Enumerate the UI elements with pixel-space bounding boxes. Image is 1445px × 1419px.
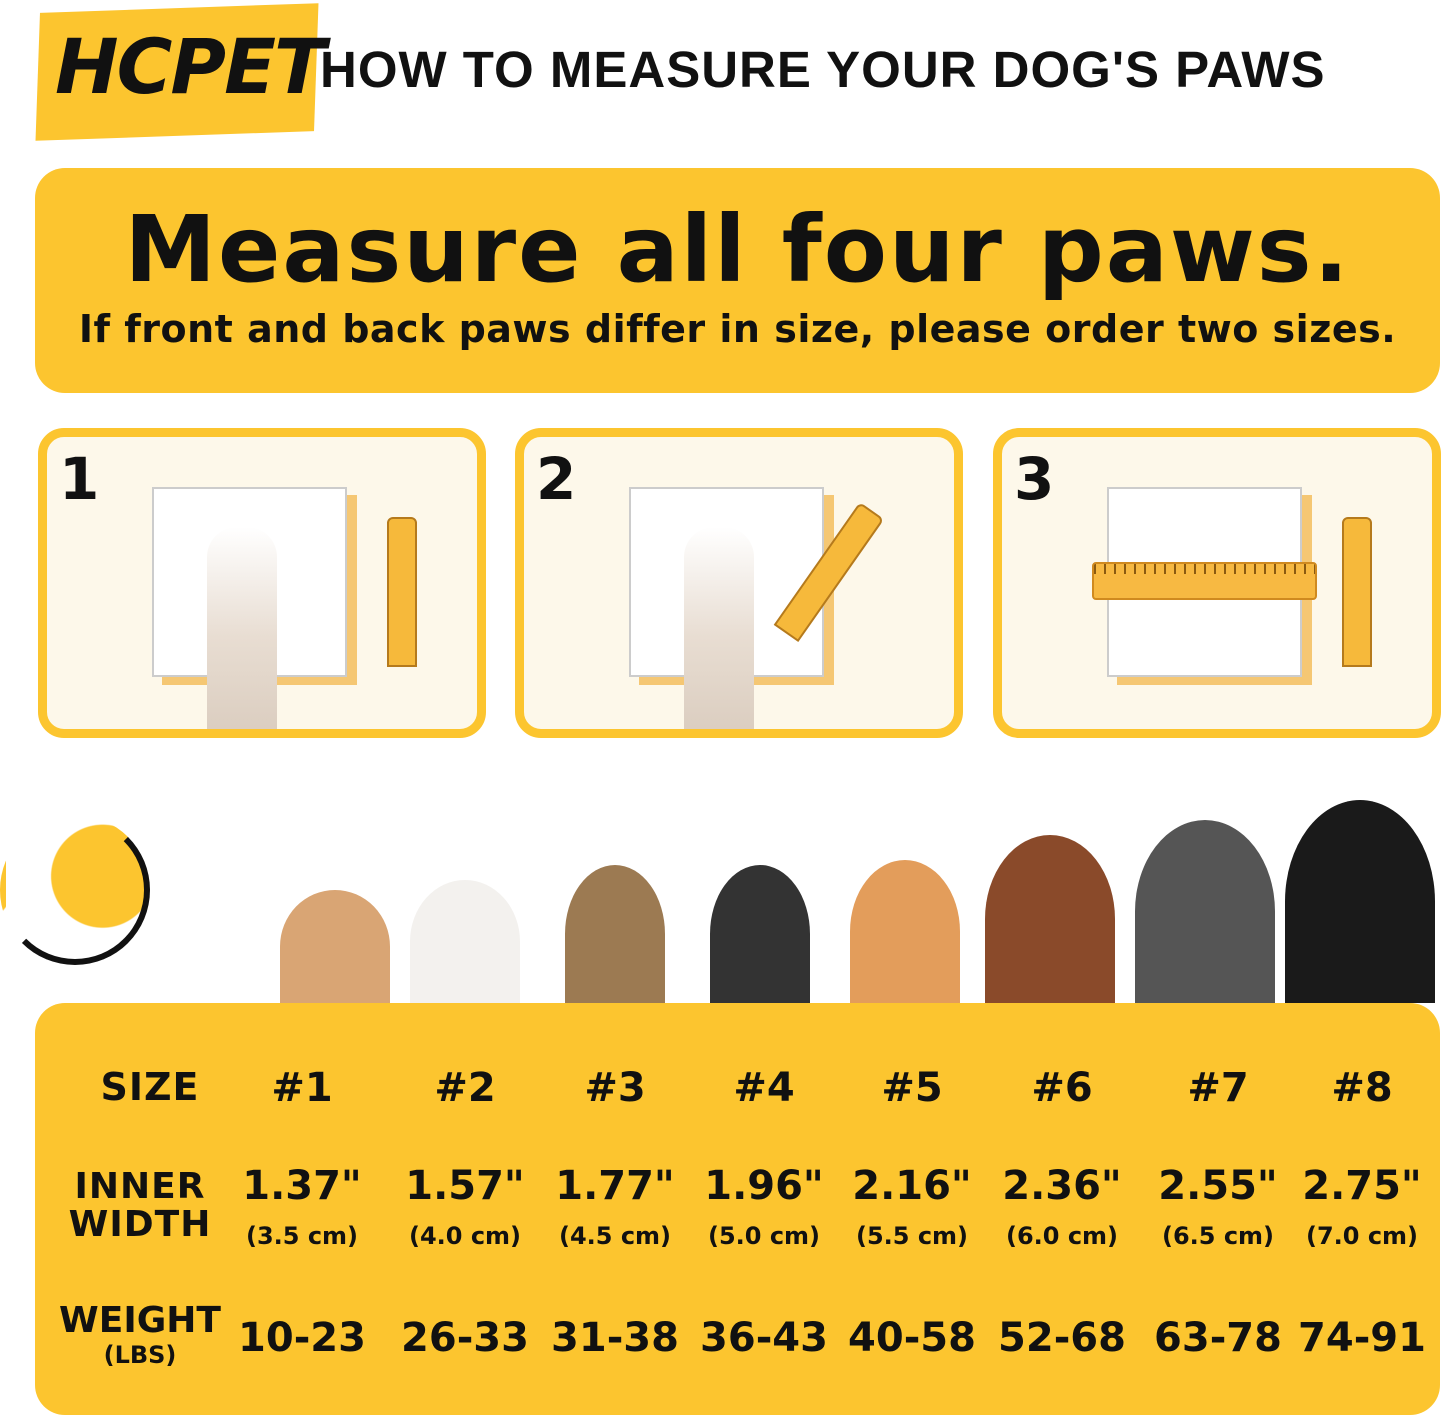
weight-range: 40-58 [848,1315,976,1361]
row-label-size: SIZE [100,1065,200,1109]
dog-chihuahua [280,890,390,1003]
weight-range: 26-33 [401,1315,529,1361]
dog-husky [1135,820,1275,1003]
paw-illustration [207,527,277,729]
step-number: 1 [59,445,100,513]
inner-width-cm: (6.5 cm) [1161,1222,1275,1250]
dog-shiba [850,860,960,1003]
inner-width-inches: 2.16" [852,1163,972,1209]
step-panel-2: 2 [515,428,963,738]
size-label: #8 [1331,1065,1393,1111]
ruler-icon [1092,562,1317,600]
banner-headline: Measure all four paws. [124,196,1351,303]
brand-logo: HCPET [55,22,326,111]
page-title: HOW TO MEASURE YOUR DOG'S PAWS [320,41,1326,98]
inner-width-inches: 2.36" [1002,1163,1122,1209]
step-number: 2 [536,445,577,513]
size-label: #6 [1031,1065,1093,1111]
banner-subtext: If front and back paws differ in size, p… [78,307,1397,351]
inner-width-inches: 1.57" [405,1163,525,1209]
instruction-banner: Measure all four paws. If front and back… [35,168,1440,393]
inner-width-cm: (7.0 cm) [1305,1222,1419,1250]
inner-width-cm: (4.0 cm) [408,1222,522,1250]
weight-range: 74-91 [1298,1315,1426,1361]
size-label: #4 [733,1065,795,1111]
size-label: #5 [881,1065,943,1111]
inner-width-inches: 1.96" [704,1163,824,1209]
weight-range: 31-38 [551,1315,679,1361]
label-line: INNER [74,1166,206,1207]
size-label: #7 [1187,1065,1249,1111]
inner-width-cm: (6.0 cm) [1005,1222,1119,1250]
row-label-inner-width: INNER WIDTH [69,1168,212,1244]
row-label-weight: WEIGHT (LBS) [59,1300,221,1369]
size-label: #1 [271,1065,333,1111]
size-label: #2 [434,1065,496,1111]
pencil-icon [1342,517,1372,667]
inner-width-cm: (3.5 cm) [245,1222,359,1250]
weight-range: 10-23 [238,1315,366,1361]
dog-rottweiler [1285,800,1435,1003]
dog-bichon [410,880,520,1003]
size-chart [35,1003,1440,1415]
dog-breeds-row [0,800,1445,1003]
inner-width-cm: (5.5 cm) [855,1222,969,1250]
inner-width-inches: 2.55" [1158,1163,1278,1209]
inner-width-inches: 1.77" [555,1163,675,1209]
inner-width-inches: 1.37" [242,1163,362,1209]
label-line: (LBS) [103,1341,177,1369]
step-panel-3: 3 [993,428,1441,738]
pencil-icon [387,517,417,667]
inner-width-cm: (5.0 cm) [707,1222,821,1250]
dog-aussie [985,835,1115,1003]
weight-range: 63-78 [1154,1315,1282,1361]
dog-schnauzer [710,865,810,1003]
label-line: WEIGHT [59,1300,221,1341]
inner-width-cm: (4.5 cm) [558,1222,672,1250]
decorative-swoosh [0,815,150,965]
dog-yorkie [565,865,665,1003]
step-panel-1: 1 [38,428,486,738]
inner-width-inches: 2.75" [1302,1163,1422,1209]
label-line: WIDTH [68,1204,212,1245]
weight-range: 36-43 [700,1315,828,1361]
step-number: 3 [1014,445,1055,513]
weight-range: 52-68 [998,1315,1126,1361]
size-label: #3 [584,1065,646,1111]
paw-illustration [684,527,754,729]
